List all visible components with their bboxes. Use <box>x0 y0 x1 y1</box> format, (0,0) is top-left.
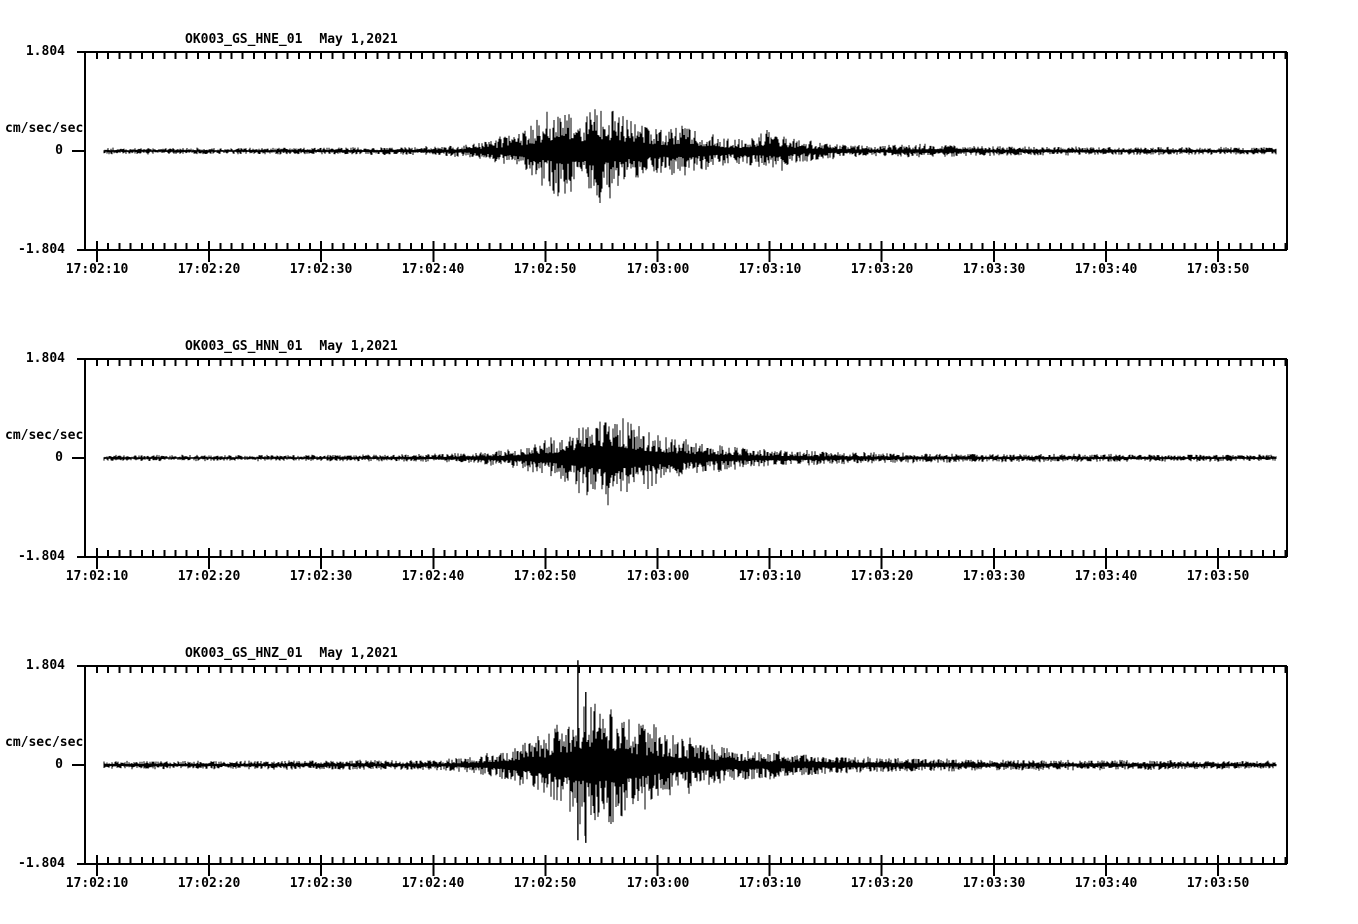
y-tick-zero-label: 0 <box>55 757 63 772</box>
seismogram-panel-group <box>72 660 1288 876</box>
x-tick-label: 17:02:20 <box>177 262 241 277</box>
y-axis-unit-label: cm/sec/sec <box>5 121 84 136</box>
x-tick-label: 17:03:30 <box>962 876 1026 891</box>
waveform-trace <box>103 703 1277 836</box>
x-tick-label: 17:03:40 <box>1074 262 1138 277</box>
date-label: May 1,2021 <box>319 339 398 354</box>
x-tick-label: 17:03:20 <box>850 876 914 891</box>
y-tick-zero-label: 0 <box>55 450 63 465</box>
x-tick-label: 17:03:40 <box>1074 569 1138 584</box>
x-tick-label: 17:03:50 <box>1186 876 1250 891</box>
x-tick-label: 17:03:50 <box>1186 569 1250 584</box>
axis-frame-and-ticks <box>72 358 1288 569</box>
x-tick-label: 17:02:10 <box>65 569 129 584</box>
x-tick-label: 17:03:00 <box>626 876 690 891</box>
y-tick-max-label: 1.804 <box>25 44 65 59</box>
station-label: OK003_GS_HNZ_01 <box>185 646 303 661</box>
x-tick-label: 17:03:40 <box>1074 876 1138 891</box>
date-label: May 1,2021 <box>319 646 398 661</box>
axis-frame-and-ticks <box>72 665 1288 876</box>
panel-title: OK003_GS_HNN_01 May 1,2021 <box>185 340 398 354</box>
x-tick-label: 17:02:40 <box>401 569 465 584</box>
seismogram-panel-group <box>72 51 1288 262</box>
x-tick-label: 17:03:10 <box>738 569 802 584</box>
x-tick-label: 17:02:10 <box>65 876 129 891</box>
waveform-trace <box>103 418 1277 506</box>
x-tick-label: 17:02:30 <box>289 569 353 584</box>
x-tick-label: 17:02:50 <box>513 876 577 891</box>
x-tick-label: 17:02:30 <box>289 262 353 277</box>
x-tick-label: 17:02:40 <box>401 262 465 277</box>
panel-title: OK003_GS_HNZ_01 May 1,2021 <box>185 647 398 661</box>
station-label: OK003_GS_HNE_01 <box>185 32 303 47</box>
y-axis-unit-label: cm/sec/sec <box>5 735 84 750</box>
x-tick-label: 17:03:10 <box>738 262 802 277</box>
x-tick-label: 17:03:20 <box>850 262 914 277</box>
x-tick-label: 17:03:00 <box>626 262 690 277</box>
x-tick-label: 17:02:40 <box>401 876 465 891</box>
x-tick-label: 17:03:10 <box>738 876 802 891</box>
x-tick-label: 17:02:30 <box>289 876 353 891</box>
y-axis-unit-label: cm/sec/sec <box>5 428 84 443</box>
date-label: May 1,2021 <box>319 32 398 47</box>
y-tick-max-label: 1.804 <box>25 658 65 673</box>
station-label: OK003_GS_HNN_01 <box>185 339 303 354</box>
x-tick-label: 17:03:00 <box>626 569 690 584</box>
y-tick-min-label: -1.804 <box>18 856 65 871</box>
x-tick-label: 17:02:10 <box>65 262 129 277</box>
x-tick-label: 17:03:30 <box>962 569 1026 584</box>
y-tick-min-label: -1.804 <box>18 549 65 564</box>
x-tick-label: 17:02:20 <box>177 876 241 891</box>
x-tick-label: 17:02:50 <box>513 569 577 584</box>
seismogram-panel-group <box>72 358 1288 569</box>
x-tick-label: 17:03:20 <box>850 569 914 584</box>
waveform-peak-spikes <box>577 660 587 843</box>
y-tick-zero-label: 0 <box>55 143 63 158</box>
x-tick-label: 17:02:50 <box>513 262 577 277</box>
axis-frame-and-ticks <box>72 51 1288 262</box>
x-tick-label: 17:02:20 <box>177 569 241 584</box>
y-tick-max-label: 1.804 <box>25 351 65 366</box>
x-tick-label: 17:03:30 <box>962 262 1026 277</box>
panel-title: OK003_GS_HNE_01 May 1,2021 <box>185 33 398 47</box>
x-tick-label: 17:03:50 <box>1186 262 1250 277</box>
y-tick-min-label: -1.804 <box>18 242 65 257</box>
waveform-trace <box>103 109 1277 203</box>
